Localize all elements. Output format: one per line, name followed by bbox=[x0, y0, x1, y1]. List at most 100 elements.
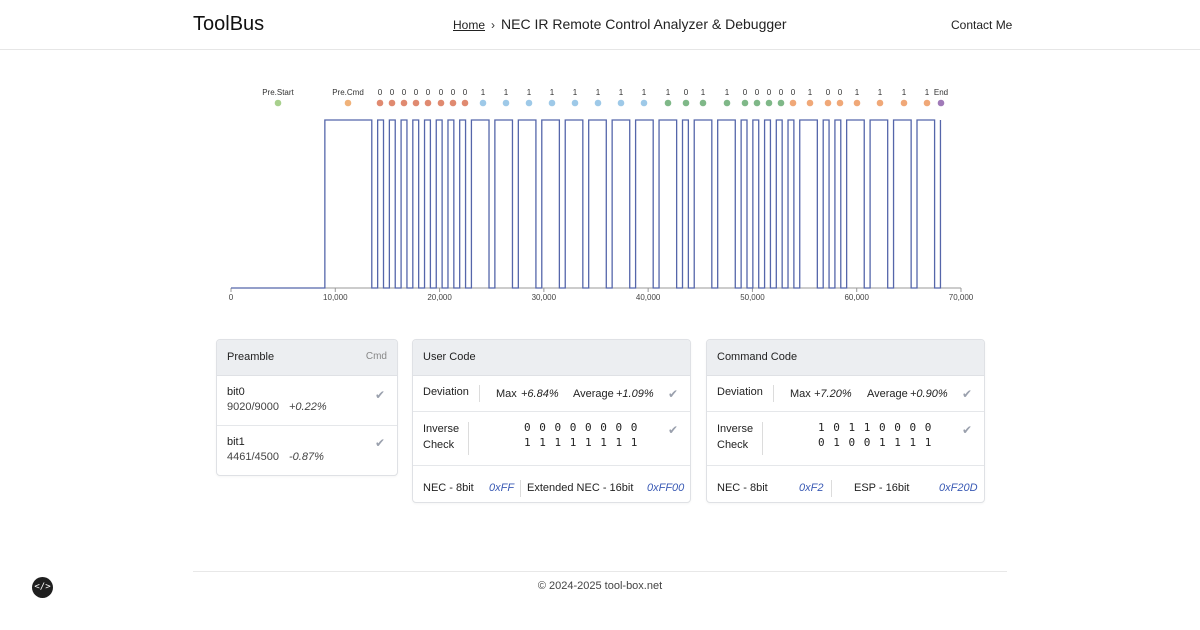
inverse-label: Inverse bbox=[423, 423, 460, 435]
marker-dot bbox=[571, 99, 579, 107]
marker-dot bbox=[753, 99, 761, 107]
x-tick-label: 30,000 bbox=[532, 293, 557, 302]
marker-dot bbox=[617, 99, 625, 107]
user-deviation-row: Deviation Max +6.84% Average +1.09% ✔ bbox=[413, 376, 690, 412]
marker-dot bbox=[853, 99, 861, 107]
nec-8bit-value: 0xF2 bbox=[799, 482, 824, 494]
bit0-name: bit0 bbox=[227, 386, 245, 398]
breadcrumb-home-link[interactable]: Home bbox=[453, 18, 486, 32]
breadcrumb: Home › NEC IR Remote Control Analyzer & De… bbox=[453, 16, 787, 32]
code-icon[interactable]: </> bbox=[32, 577, 53, 598]
brand-logo[interactable]: ToolBus bbox=[193, 13, 265, 35]
deviation-label: Deviation bbox=[717, 386, 763, 398]
preamble-title: Preamble bbox=[227, 351, 275, 363]
user-bits: 0 0 0 0 0 0 0 0 bbox=[524, 421, 639, 434]
marker-label: 1 bbox=[596, 88, 601, 97]
command-code-header: Command Code bbox=[707, 340, 984, 376]
marker-label: 0 bbox=[743, 88, 748, 97]
footer: © 2024-2025 tool-box.net bbox=[193, 571, 1007, 592]
user-inverse-bits: 1 1 1 1 1 1 1 1 bbox=[524, 436, 639, 449]
marker-dot bbox=[412, 99, 420, 107]
waveform-line bbox=[231, 119, 942, 289]
check-icon: ✔ bbox=[961, 423, 972, 437]
marker-label: 1 bbox=[902, 88, 907, 97]
marker-dot bbox=[437, 99, 445, 107]
marker-dot bbox=[461, 99, 469, 107]
marker-label: 1 bbox=[855, 88, 860, 97]
average-label: Average bbox=[573, 388, 614, 400]
nec-8bit-value: 0xFF bbox=[489, 482, 515, 494]
marker-dot bbox=[640, 99, 648, 107]
check-label: Check bbox=[717, 439, 749, 451]
marker-dot bbox=[806, 99, 814, 107]
marker-dot bbox=[548, 99, 556, 107]
command-inverse-row: Inverse Check 1 0 1 1 0 0 0 0 0 1 0 0 1 … bbox=[707, 412, 984, 466]
marker-dot bbox=[274, 99, 282, 107]
marker-dot bbox=[424, 99, 432, 107]
marker-label: 0 bbox=[684, 88, 689, 97]
esp-16bit-label: ESP - 16bit bbox=[854, 482, 910, 494]
marker-dot bbox=[765, 99, 773, 107]
max-value: +7.20% bbox=[814, 388, 852, 400]
marker-label: 1 bbox=[666, 88, 671, 97]
preamble-card: Preamble Cmd bit0 9020/9000 +0.22% ✔ bit… bbox=[216, 339, 398, 476]
marker-dot bbox=[388, 99, 396, 107]
header: ToolBus Home › NEC IR Remote Control Analy… bbox=[0, 0, 1200, 50]
user-inverse-row: Inverse Check 0 0 0 0 0 0 0 0 1 1 1 1 1 … bbox=[413, 412, 690, 466]
extended-nec-value: 0xFF00 bbox=[647, 482, 685, 494]
command-result-row: NEC - 8bit 0xF2 ESP - 16bit 0xF20D bbox=[707, 466, 984, 502]
check-icon: ✔ bbox=[374, 436, 385, 450]
marker-dot bbox=[923, 99, 931, 107]
check-icon: ✔ bbox=[961, 387, 972, 401]
x-tick-label: 50,000 bbox=[740, 293, 765, 302]
marker-dot bbox=[400, 99, 408, 107]
bit1-deviation: -0.87% bbox=[289, 451, 324, 463]
average-value: +0.90% bbox=[910, 388, 948, 400]
marker-dot bbox=[900, 99, 908, 107]
marker-label: 1 bbox=[925, 88, 930, 97]
marker-dot bbox=[502, 99, 510, 107]
check-icon: ✔ bbox=[667, 423, 678, 437]
marker-dot bbox=[594, 99, 602, 107]
divider bbox=[762, 422, 763, 455]
marker-label: 0 bbox=[426, 88, 431, 97]
marker-dot bbox=[344, 99, 352, 107]
marker-label: Pre.Start bbox=[262, 88, 294, 97]
extended-nec-label: Extended NEC - 16bit bbox=[527, 482, 634, 494]
user-result-row: NEC - 8bit 0xFF Extended NEC - 16bit 0xF… bbox=[413, 466, 690, 502]
marker-label: 0 bbox=[838, 88, 843, 97]
nec-8bit-label: NEC - 8bit bbox=[717, 482, 768, 494]
x-tick-label: 70,000 bbox=[949, 293, 974, 302]
preamble-tag: Cmd bbox=[365, 351, 387, 362]
max-label: Max bbox=[496, 388, 517, 400]
marker-label: 0 bbox=[439, 88, 444, 97]
max-value: +6.84% bbox=[521, 388, 559, 400]
check-icon: ✔ bbox=[667, 387, 678, 401]
x-tick-label: 0 bbox=[229, 293, 234, 302]
marker-label: 1 bbox=[808, 88, 813, 97]
contact-link[interactable]: Contact Me bbox=[951, 18, 1013, 32]
user-code-title: User Code bbox=[423, 351, 476, 363]
marker-label: 0 bbox=[791, 88, 796, 97]
command-code-title: Command Code bbox=[717, 351, 798, 363]
copyright-text: © 2024-2025 tool-box.net bbox=[537, 580, 663, 592]
divider bbox=[520, 480, 521, 497]
marker-label: 1 bbox=[878, 88, 883, 97]
marker-label: 0 bbox=[826, 88, 831, 97]
marker-label: 1 bbox=[725, 88, 730, 97]
marker-label: 0 bbox=[767, 88, 772, 97]
divider bbox=[773, 385, 774, 402]
marker-dot bbox=[777, 99, 785, 107]
divider bbox=[468, 422, 469, 455]
marker-label: 0 bbox=[463, 88, 468, 97]
marker-label: 0 bbox=[390, 88, 395, 97]
user-code-header: User Code bbox=[413, 340, 690, 376]
page-title: NEC IR Remote Control Analyzer & Debugge… bbox=[501, 16, 787, 32]
max-label: Max bbox=[790, 388, 811, 400]
command-inverse-bits: 0 1 0 0 1 1 1 1 bbox=[818, 436, 933, 449]
divider bbox=[479, 385, 480, 402]
nec-8bit-label: NEC - 8bit bbox=[423, 482, 474, 494]
marker-label: 1 bbox=[481, 88, 486, 97]
breadcrumb-separator: › bbox=[491, 18, 496, 32]
bit0-ratio: 9020/9000 bbox=[227, 401, 279, 413]
